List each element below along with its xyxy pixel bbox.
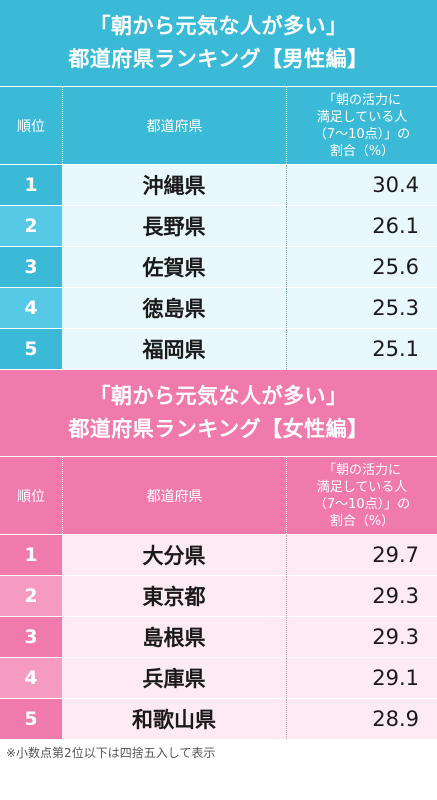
prefecture-cell: 島根県 [62,617,287,657]
row-body: 東京都 29.3 [62,576,437,616]
female-title-line1: 「朝から元気な人が多い」 [89,384,348,408]
value-header-line3: （7〜10点）」の [313,496,411,512]
rank-cell: 5 [0,699,62,739]
rank-cell: 3 [0,247,62,287]
value-header-line3: （7〜10点）」の [313,126,411,142]
value-cell: 25.3 [372,296,419,320]
male-header-divider [0,86,437,87]
female-table-header: 順位 都道府県 「朝の活力に 満足している人 （7〜10点）」の 割合（%） [0,457,437,534]
male-title-line1: 「朝から元気な人が多い」 [89,14,348,38]
prefecture-cell: 和歌山県 [62,699,287,739]
percentage-column-header: 「朝の活力に 満足している人 （7〜10点）」の 割合（%） [287,457,437,534]
male-ranking-title: 「朝から元気な人が多い」 都道府県ランキング【男性編】 [0,0,437,86]
prefecture-column-header: 都道府県 [62,457,287,534]
prefecture-cell: 大分県 [62,535,287,575]
female-ranking-title: 「朝から元気な人が多い」 都道府県ランキング【女性編】 [0,370,437,456]
value-cell: 25.6 [372,255,419,279]
row-body: 大分県 29.7 [62,535,437,575]
female-table-divider [0,534,437,535]
rank-cell: 1 [0,165,62,205]
male-table-divider [0,164,437,165]
value-cell: 26.1 [372,214,419,238]
prefecture-column-header: 都道府県 [62,87,287,164]
row-body: 和歌山県 28.9 [62,699,437,739]
prefecture-cell: 兵庫県 [62,658,287,698]
table-row: 5 和歌山県 28.9 [0,699,437,740]
prefecture-cell: 沖縄県 [62,165,287,205]
male-table-header: 順位 都道府県 「朝の活力に 満足している人 （7〜10点）」の 割合（%） [0,87,437,164]
value-cell: 29.7 [372,543,419,567]
value-cell: 28.9 [372,707,419,731]
row-body: 長野県 26.1 [62,206,437,246]
value-cell: 30.4 [372,173,419,197]
prefecture-cell: 佐賀県 [62,247,287,287]
value-cell: 29.3 [372,625,419,649]
prefecture-cell: 福岡県 [62,329,287,369]
prefecture-cell: 徳島県 [62,288,287,328]
value-header-line2: 満足している人 [316,109,408,125]
table-row: 3 島根県 29.3 [0,617,437,658]
row-body: 島根県 29.3 [62,617,437,657]
row-body: 沖縄県 30.4 [62,165,437,205]
value-header-line4: 割合（%） [329,143,395,159]
table-row: 2 長野県 26.1 [0,206,437,247]
percentage-column-header: 「朝の活力に 満足している人 （7〜10点）」の 割合（%） [287,87,437,164]
prefecture-cell: 東京都 [62,576,287,616]
value-header-line2: 満足している人 [316,479,408,495]
table-row: 1 大分県 29.7 [0,535,437,576]
male-ranking-section: 「朝から元気な人が多い」 都道府県ランキング【男性編】 順位 都道府県 「朝の活… [0,0,437,370]
table-row: 5 福岡県 25.1 [0,329,437,370]
row-body: 兵庫県 29.1 [62,658,437,698]
table-row: 2 東京都 29.3 [0,576,437,617]
row-body: 佐賀県 25.6 [62,247,437,287]
rounding-footnote: ※小数点第2位以下は四捨五入して表示 [6,745,216,760]
value-header-line4: 割合（%） [329,513,395,529]
table-row: 4 兵庫県 29.1 [0,658,437,699]
rank-cell: 3 [0,617,62,657]
value-cell: 25.1 [372,337,419,361]
value-cell: 29.1 [372,666,419,690]
rank-cell: 2 [0,206,62,246]
table-row: 3 佐賀県 25.6 [0,247,437,288]
rank-cell: 5 [0,329,62,369]
female-ranking-section: 「朝から元気な人が多い」 都道府県ランキング【女性編】 順位 都道府県 「朝の活… [0,370,437,740]
prefecture-cell: 長野県 [62,206,287,246]
rank-cell: 4 [0,288,62,328]
value-header-line1: 「朝の活力に [322,92,401,108]
female-title-line2: 都道府県ランキング【女性編】 [68,417,369,441]
value-cell: 29.3 [372,584,419,608]
rank-column-header: 順位 [17,488,45,505]
row-body: 徳島県 25.3 [62,288,437,328]
value-header-line1: 「朝の活力に [322,462,401,478]
female-header-divider [0,456,437,457]
rank-cell: 1 [0,535,62,575]
table-row: 1 沖縄県 30.4 [0,165,437,206]
row-body: 福岡県 25.1 [62,329,437,369]
rank-cell: 4 [0,658,62,698]
rank-column-header: 順位 [17,118,45,135]
rank-cell: 2 [0,576,62,616]
male-title-line2: 都道府県ランキング【男性編】 [68,47,369,71]
table-row: 4 徳島県 25.3 [0,288,437,329]
